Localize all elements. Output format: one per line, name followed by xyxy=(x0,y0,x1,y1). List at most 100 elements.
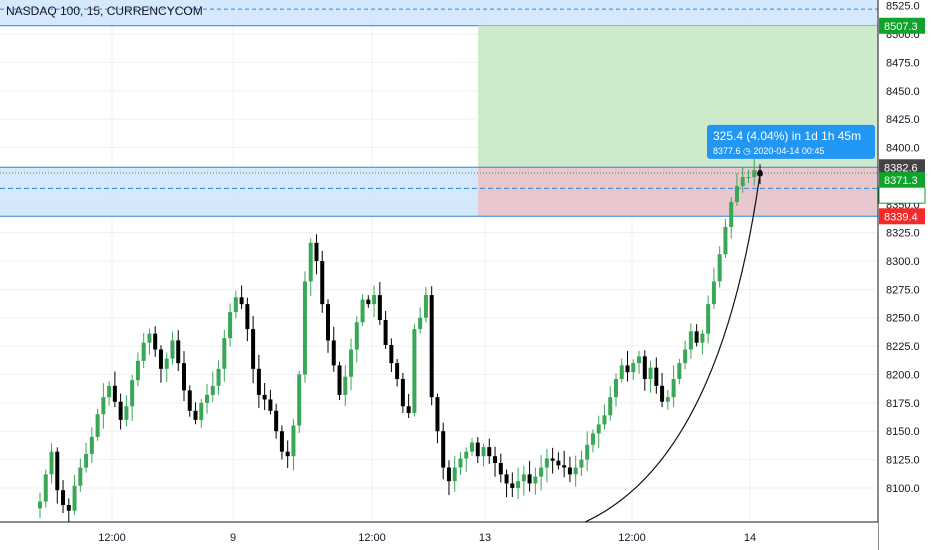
candle xyxy=(602,404,607,430)
candle-body xyxy=(573,467,578,475)
price-tick-label: 8250.0 xyxy=(886,313,920,325)
candle-body xyxy=(464,451,469,459)
candle-body xyxy=(262,394,267,400)
price-tick-label: 8100.0 xyxy=(886,483,920,495)
candle-body xyxy=(700,333,705,343)
candle xyxy=(654,357,659,394)
price-tag: 8382.6 xyxy=(879,159,925,176)
candle xyxy=(567,456,572,483)
candle xyxy=(72,474,77,515)
candle-body xyxy=(164,358,169,369)
candle-body xyxy=(216,368,221,386)
candle-body xyxy=(210,385,215,395)
candle xyxy=(470,438,474,456)
candle xyxy=(395,358,400,387)
candle xyxy=(625,351,630,382)
candle-body xyxy=(130,380,135,407)
price-tag: 8507.3 xyxy=(879,17,925,34)
candle xyxy=(268,389,273,415)
candle-body xyxy=(245,304,250,330)
candle-body xyxy=(395,363,400,380)
candle xyxy=(130,374,135,421)
candle-body xyxy=(256,368,261,395)
price-axis[interactable]: 8100.0 8125.0 8150.0 8175.0 8200.0 8225.0 8250… xyxy=(877,0,932,550)
candle-body xyxy=(740,177,745,187)
candle-body xyxy=(285,451,290,457)
candle-body xyxy=(567,467,572,475)
candle xyxy=(573,455,578,487)
candle-body xyxy=(625,365,630,373)
candle xyxy=(135,352,140,387)
candle xyxy=(389,338,394,373)
candle-body xyxy=(516,481,521,488)
candle-body xyxy=(723,226,728,255)
price-tag-label: 8371.3 xyxy=(884,175,918,187)
candle xyxy=(377,282,382,326)
candle-body xyxy=(49,451,54,475)
price-tick-label: 8325.0 xyxy=(886,228,920,240)
measure-anchor-point[interactable] xyxy=(757,170,763,177)
candle-body xyxy=(556,460,561,466)
candle xyxy=(493,446,498,477)
candle-body xyxy=(677,363,682,380)
candle xyxy=(412,323,417,417)
candle-body xyxy=(493,456,498,463)
candle-body xyxy=(153,333,158,350)
candle-body xyxy=(504,474,509,484)
price-tick-label: 8175.0 xyxy=(886,398,920,410)
candle xyxy=(677,358,682,385)
candle xyxy=(521,465,526,496)
time-tick-label: 9 xyxy=(230,532,236,544)
candle-body xyxy=(366,299,371,305)
candle xyxy=(61,480,66,514)
candle xyxy=(694,324,699,347)
curve-drawing[interactable] xyxy=(584,173,761,523)
candle xyxy=(279,425,284,460)
candle xyxy=(89,427,94,463)
candle xyxy=(337,361,342,401)
candle-body xyxy=(372,295,377,305)
time-axis[interactable]: 12:00 9 12:00 13 12:00 14 xyxy=(0,521,878,550)
candle xyxy=(366,295,371,308)
candle xyxy=(487,438,492,464)
measure-box: 325.4 (4.04%) in 1d 1h 45m 8377.6 ◷ 2020-… xyxy=(707,124,875,159)
candle-body xyxy=(38,501,42,509)
candle-body xyxy=(475,442,480,457)
resistance-zone[interactable] xyxy=(0,0,878,26)
candle xyxy=(642,350,647,391)
candle xyxy=(285,440,290,468)
candle xyxy=(124,395,129,427)
candle-body xyxy=(43,474,48,502)
candle-body xyxy=(222,338,227,369)
candle-body xyxy=(308,242,313,282)
candle xyxy=(147,328,152,355)
candle xyxy=(354,316,359,363)
chart-legend-title: NASDAQ 100, 15, CURRENCYCOM xyxy=(0,0,203,22)
candle-body xyxy=(337,365,342,395)
candle xyxy=(176,330,181,372)
candle-body xyxy=(487,447,492,457)
candle-body xyxy=(533,476,538,484)
candle xyxy=(302,271,307,383)
candle-body xyxy=(147,333,152,343)
candle xyxy=(66,498,71,522)
candle-body xyxy=(648,367,653,380)
candle xyxy=(711,267,716,309)
candle-body xyxy=(585,444,590,460)
candle-body xyxy=(694,331,699,343)
candle-body xyxy=(72,485,77,511)
candle xyxy=(590,429,595,453)
candle xyxy=(544,448,549,483)
candle-body xyxy=(654,367,659,386)
candle xyxy=(556,452,561,470)
candle xyxy=(38,492,42,519)
price-tag-bg xyxy=(879,172,925,189)
candle xyxy=(619,358,624,383)
time-tick-label: 14 xyxy=(744,532,756,544)
candle-body xyxy=(326,304,330,341)
price-tick-label: 8200.0 xyxy=(886,369,920,381)
candle-body xyxy=(239,297,244,305)
position-stop-area[interactable] xyxy=(478,167,878,217)
price-tick-label: 8425.0 xyxy=(886,114,920,126)
